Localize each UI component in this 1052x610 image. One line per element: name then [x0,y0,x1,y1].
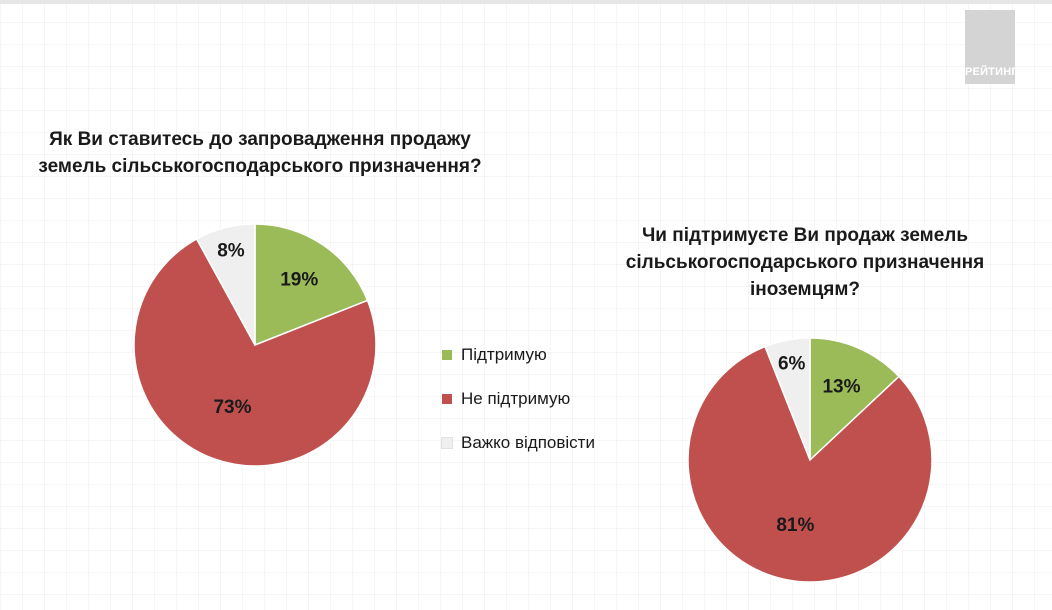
chart-legend: Підтримую Не підтримую Важко відповісти [441,333,642,465]
pie-slice-hard-to-say [764,337,811,461]
chart-2-title-line-3: іноземцям? [749,279,861,300]
legend-item-hard-to-say: Важко відповісти [441,421,642,465]
legend-swatch-support [442,350,452,360]
pie-label-support: 19% [280,269,318,290]
rating-logo: РЕЙТИНГ [965,10,1018,84]
chart-1-title-line-1: Як Ви ставитесь до запровадження продажу [49,129,471,150]
legend-swatch-hard-to-say [441,437,453,449]
pie-slice-support [254,223,369,347]
pie-label-oppose: 81% [776,515,814,536]
chart-2-title-line-1: Чи підтримуєте Ви продаж земель [641,225,969,246]
top-divider [0,0,1052,4]
pie-slice-support [809,337,900,462]
legend-label-oppose: Не підтримую [461,389,571,408]
pie-label-hard-to-say: 8% [217,241,245,262]
chart-1-title-line-2: земель сільськогосподарського призначенн… [38,156,482,177]
pie-slice-oppose [133,237,377,467]
pie-slice-oppose [687,345,933,583]
legend-list: Підтримую Не підтримую Важко відповісти [441,333,642,465]
pie-label-oppose: 73% [213,397,251,418]
chart-1-title: Як Ви ставитесь до запровадження продажу… [20,126,500,180]
logo-text: РЕЙТИНГ [965,66,1018,78]
chart-2-title-line-2: сільськогосподарського призначення [625,252,985,273]
pie-label-support: 13% [822,377,860,398]
pie-label-hard-to-say: 6% [778,354,806,375]
legend-swatch-oppose [442,394,452,404]
legend-label-hard-to-say: Важко відповісти [461,433,595,452]
pie-chart-sales: 19% 73% 8% [133,223,377,467]
chart-2-title: Чи підтримуєте Ви продаж земель сільсько… [600,222,1010,303]
legend-item-oppose: Не підтримую [442,377,642,421]
legend-label-support: Підтримую [461,345,547,364]
pie-chart-foreigners: 13% 81% 6% [687,337,933,583]
pie-slice-hard-to-say [195,223,256,346]
legend-item-support: Підтримую [442,333,642,377]
